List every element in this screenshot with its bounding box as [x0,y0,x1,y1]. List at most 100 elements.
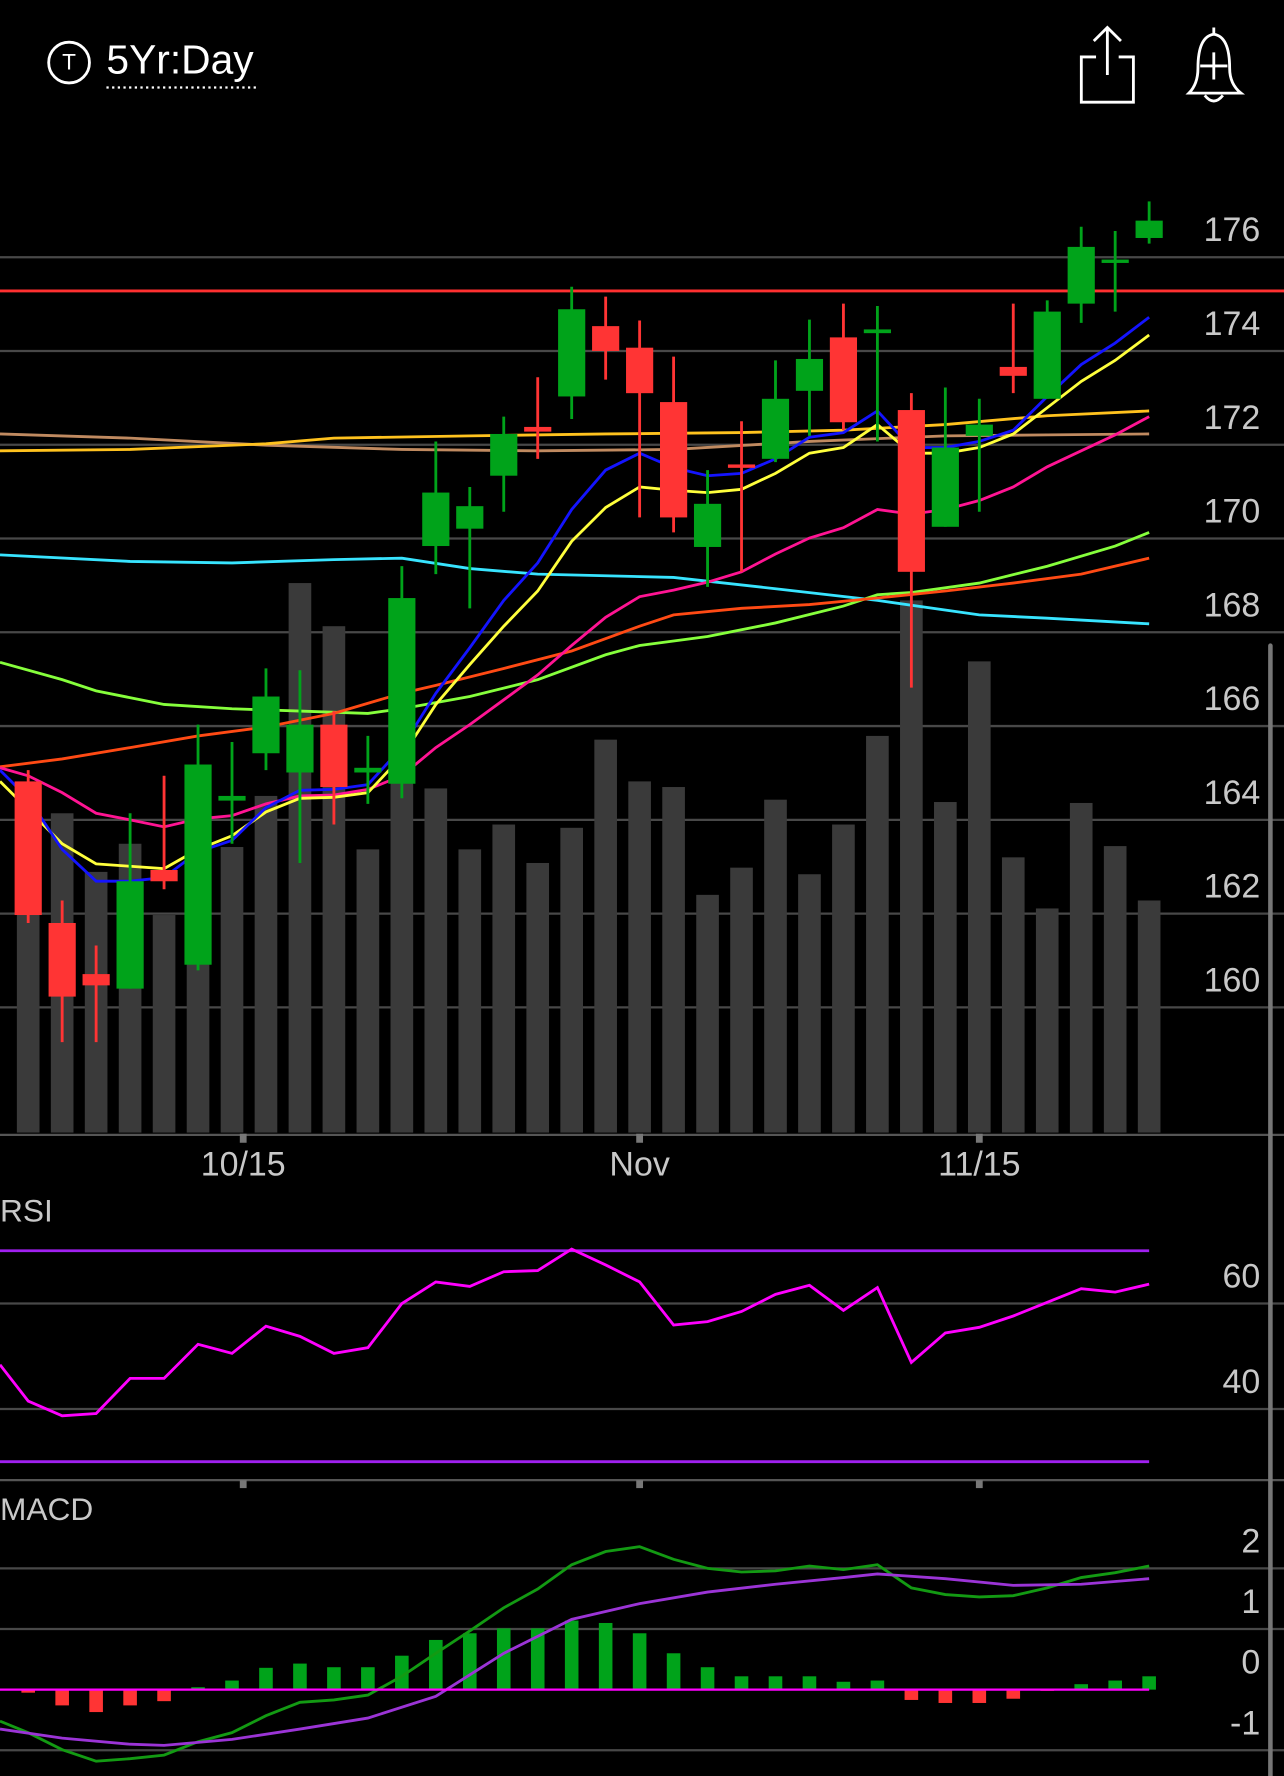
y-tick-label: 60 [1222,1258,1260,1296]
macd-histogram-bar [429,1639,443,1690]
volume-bar [696,894,719,1133]
macd-histogram-bar [564,1620,579,1690]
volume-bar [390,781,414,1133]
candle-body [48,922,76,997]
volume-bar [1103,846,1127,1133]
candle-body [320,724,348,788]
volume-bar [594,739,617,1133]
candle-body [14,781,42,916]
x-tick-label: Nov [609,1146,669,1184]
volume-bar [1001,857,1025,1133]
candle-body [727,464,756,468]
candle-body [761,398,790,459]
macd-histogram-bar [361,1667,375,1690]
macd-histogram-bar [802,1676,817,1690]
macd-histogram-bar [870,1680,885,1690]
volume-bar [254,795,278,1133]
candle-body [660,402,688,518]
macd-histogram-bar [598,1622,613,1690]
symbol-icon: T [62,50,76,75]
macd-histogram-bar [836,1681,851,1690]
macd-histogram-bar [904,1689,919,1700]
volume-bar [866,735,889,1133]
indicator-line [0,1545,1150,1763]
alert-button[interactable] [1185,27,1246,103]
indicator-line [0,1572,1150,1747]
bell-icon [1185,27,1246,103]
share-box [1079,55,1135,104]
volume-bar [1035,908,1059,1133]
candle-body [1033,311,1061,399]
macd-histogram-bar [327,1667,341,1690]
y-tick-label: 0 [1241,1644,1260,1682]
macd-histogram-bar [972,1689,987,1703]
volume-bar [220,847,244,1133]
candle-body [82,974,110,986]
volume-bar [526,862,550,1133]
y-tick-label: 164 [1204,774,1261,812]
macd-histogram-bar [157,1689,171,1702]
candle-body [116,881,144,989]
candle-body [931,447,959,527]
macd-histogram-bar [666,1653,681,1690]
volume-bar [832,824,855,1133]
candle-body [1135,220,1163,238]
bell-plus [1200,52,1228,80]
volume-bar [967,661,991,1133]
y-tick-label: 160 [1204,961,1261,999]
overlay [0,289,1284,1763]
macd-histogram-bar [89,1689,103,1713]
candle-body [693,503,722,547]
period-selector[interactable]: 5Yr:Day [106,36,258,89]
macd-histogram-bar [225,1680,239,1690]
y-tick-label: 166 [1204,680,1261,718]
volume-bar [798,874,821,1133]
macd-histogram-bar [123,1689,137,1706]
macd-histogram-bar [1006,1689,1021,1699]
indicator-line [0,531,1150,715]
volume-bar [356,849,380,1133]
volume-bar [152,915,176,1133]
candle-body [286,724,314,773]
indicator-line [0,1247,1150,1418]
y-tick-label: 2 [1241,1522,1260,1560]
x-tick-label: 11/15 [938,1146,1020,1184]
symbol-button[interactable]: T [47,40,91,85]
candle-body [184,764,212,965]
macd-label: MACD [0,1491,93,1527]
volume-bar [458,849,482,1133]
volume-bar [900,600,923,1133]
y-tick-label: 170 [1204,493,1261,531]
macd-histogram-bar [293,1663,307,1690]
candle-body [965,424,993,436]
share-button[interactable] [1079,25,1135,104]
y-tick-label: -1 [1230,1704,1260,1742]
y-tick-label: 168 [1204,586,1261,624]
y-tick-label: 162 [1204,868,1261,906]
candle-body [150,870,178,882]
macd-histogram-bar [768,1676,783,1690]
symbol-circle [47,40,91,85]
y-tick-label: 174 [1204,305,1261,343]
candle-body [1101,259,1129,263]
macd-histogram-bar [1142,1676,1156,1690]
rsi-label: RSI [0,1192,53,1228]
macd-histogram-bar [496,1628,511,1690]
macd-histogram-bar [530,1628,545,1690]
candle-body [626,347,654,394]
candle-body [1067,246,1095,304]
y-tick-label: 172 [1204,399,1261,437]
candle-body [422,492,450,547]
volume-bar [730,867,753,1133]
volume-bar [1069,802,1093,1133]
macd-histogram-bar [462,1633,477,1690]
candle-body [999,366,1027,376]
volume-bar [322,626,346,1133]
candle-body [456,506,484,529]
macd-histogram-bar [395,1655,409,1690]
period-label: 5Yr:Day [106,36,254,82]
x-tick-mark [636,1480,644,1489]
macd-histogram-bar [191,1687,205,1690]
